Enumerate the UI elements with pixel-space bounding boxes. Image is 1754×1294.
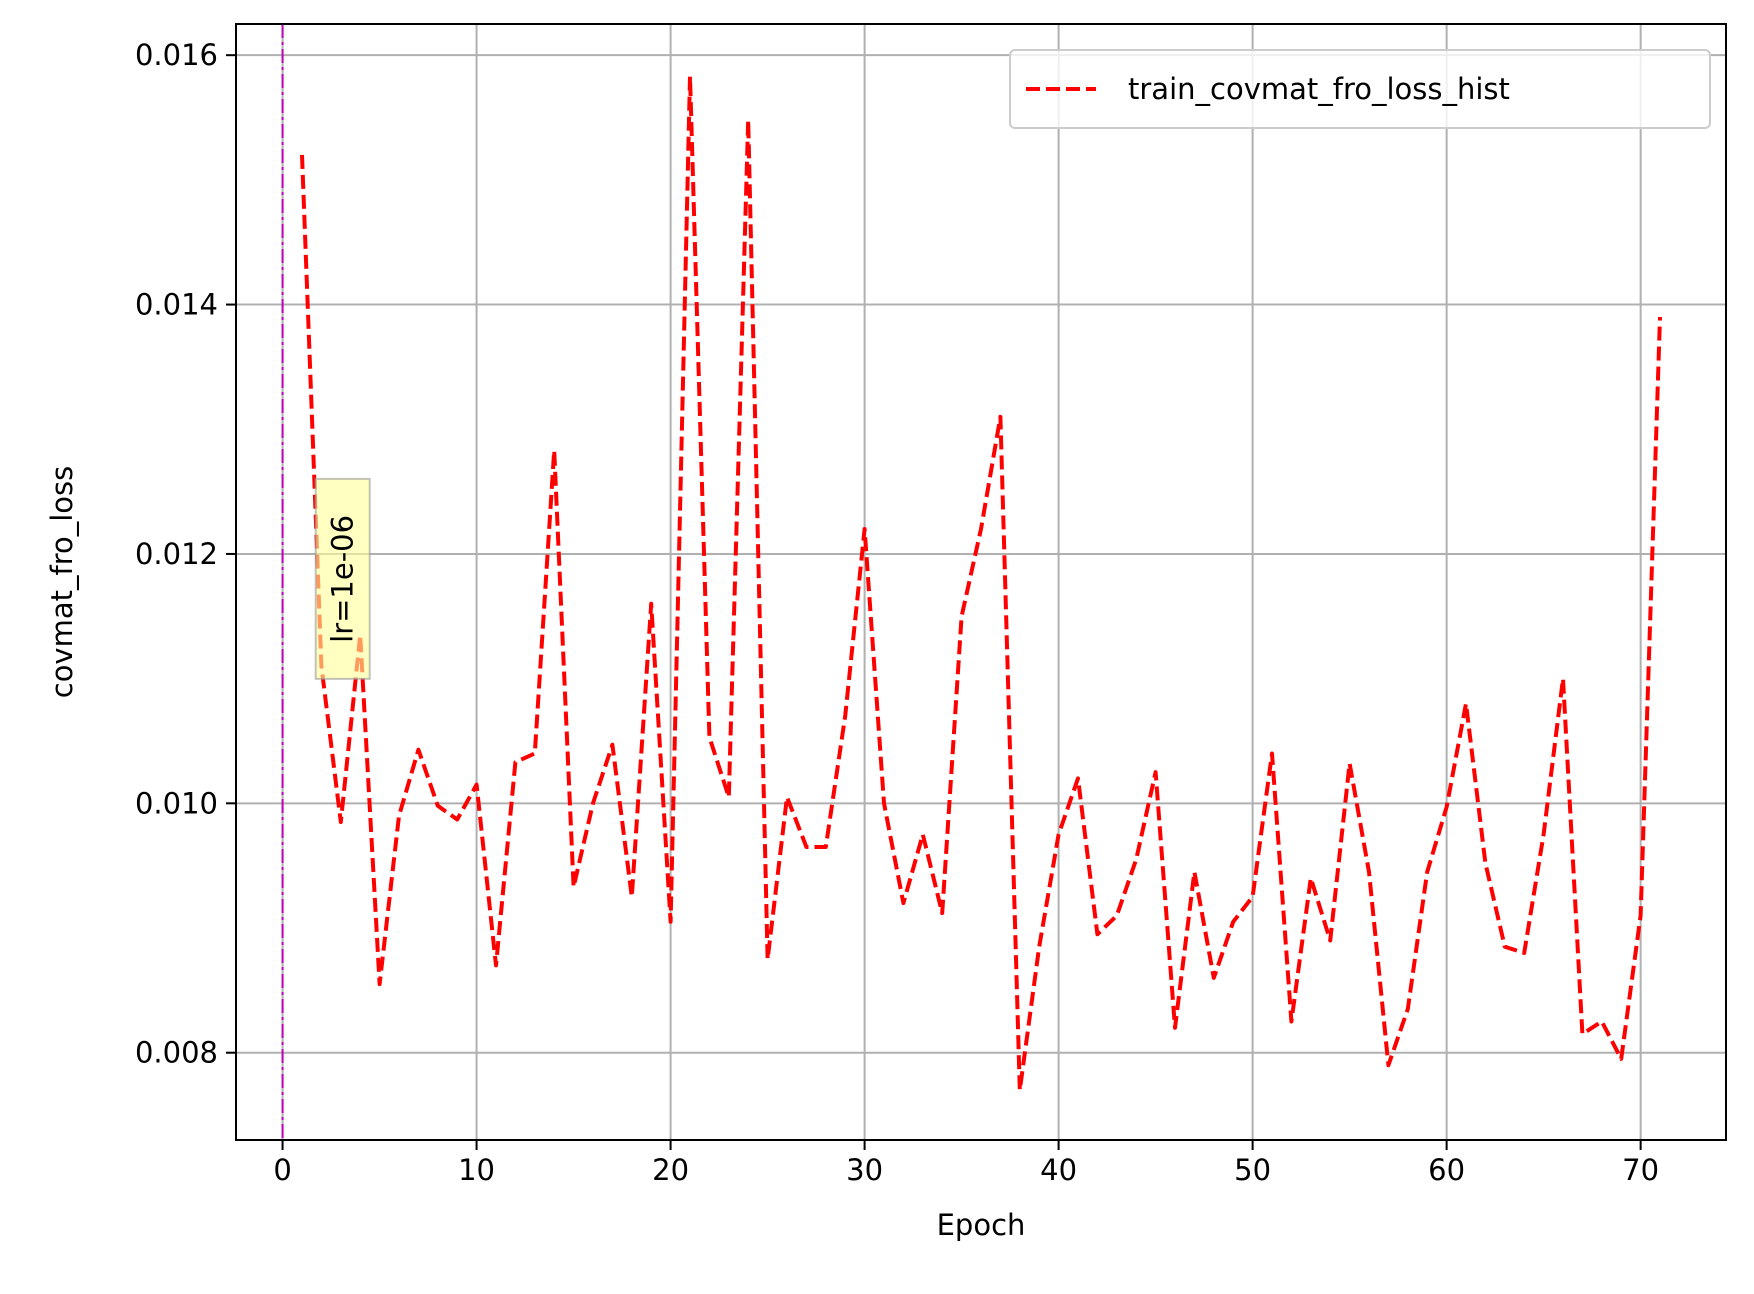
data-point	[437, 805, 438, 806]
legend-label: train_covmat_fro_loss_hist	[1128, 72, 1510, 106]
data-point	[1543, 834, 1544, 835]
data-point	[786, 797, 787, 798]
legend: train_covmat_fro_loss_hist	[1009, 49, 1711, 129]
x-tick-label: 50	[1234, 1153, 1271, 1187]
data-point	[398, 815, 399, 816]
data-point	[457, 819, 458, 820]
annotation-label: lr=1e-06	[326, 515, 360, 643]
data-point	[864, 529, 865, 530]
data-point	[1504, 946, 1505, 947]
x-tick-label: 60	[1428, 1153, 1465, 1187]
data-point	[379, 984, 380, 985]
data-point	[767, 959, 768, 960]
data-point	[476, 784, 477, 785]
data-point	[573, 886, 574, 887]
annotation-group: lr=1e-06	[314, 477, 371, 680]
plot-frame	[235, 23, 1727, 1141]
data-point	[515, 762, 516, 763]
data-point	[748, 120, 749, 121]
data-point	[651, 603, 652, 604]
data-point	[845, 716, 846, 717]
data-point	[1233, 921, 1234, 922]
y-tick-label: 0.016	[135, 38, 218, 72]
data-point	[689, 76, 690, 77]
data-point	[1291, 1021, 1292, 1022]
data-point	[612, 744, 613, 745]
data-point	[418, 749, 419, 750]
data-point	[1660, 317, 1661, 318]
data-point	[1349, 763, 1350, 764]
data-point	[1155, 772, 1156, 773]
data-point	[1039, 946, 1040, 947]
x-tick-label: 0	[273, 1153, 291, 1187]
data-point	[1000, 416, 1001, 417]
data-point	[340, 822, 341, 823]
x-axis-label: Epoch	[937, 1208, 1026, 1242]
data-point	[592, 803, 593, 804]
y-axis-label: covmat_fro_loss	[45, 466, 79, 699]
x-tick-label: 30	[846, 1153, 883, 1187]
data-point	[1601, 1021, 1602, 1022]
data-point	[1621, 1058, 1622, 1059]
data-point	[883, 803, 884, 804]
data-point	[1466, 703, 1467, 704]
tick-group: 0 10 20 30 40 50 60 70 0.008 0.010 0.012 0.014 0.016	[135, 38, 1659, 1187]
data-point	[1194, 871, 1195, 872]
data-point	[1369, 871, 1370, 872]
data-point	[1272, 753, 1273, 754]
data-point	[1388, 1065, 1389, 1066]
data-point	[1407, 1009, 1408, 1010]
data-point	[806, 846, 807, 847]
data-point	[1175, 1027, 1176, 1028]
data-point	[670, 921, 671, 922]
data-point	[961, 616, 962, 617]
data-point	[1485, 863, 1486, 864]
x-tick-label: 10	[458, 1153, 495, 1187]
x-tick-label: 20	[652, 1153, 689, 1187]
annotation-box	[314, 477, 371, 680]
data-point	[1116, 915, 1117, 916]
data-point	[1310, 878, 1311, 879]
data-point	[534, 753, 535, 754]
y-tick-label: 0.012	[135, 537, 218, 571]
data-point	[554, 450, 555, 451]
series-line	[300, 74, 1662, 1093]
data-point	[903, 903, 904, 904]
data-point	[495, 965, 496, 966]
data-point	[1078, 778, 1079, 779]
data-point	[825, 846, 826, 847]
data-point	[1058, 834, 1059, 835]
series-group	[300, 74, 1662, 1093]
data-point	[709, 737, 710, 738]
y-tick-label: 0.010	[135, 786, 218, 820]
data-point	[1427, 871, 1428, 872]
data-point	[942, 913, 943, 914]
legend-box	[1009, 49, 1711, 129]
data-point	[1640, 915, 1641, 916]
data-point	[1019, 1090, 1020, 1091]
data-point	[1446, 807, 1447, 808]
y-tick-label: 0.008	[135, 1036, 218, 1070]
data-point	[631, 896, 632, 897]
y-tick-label: 0.014	[135, 288, 218, 322]
x-tick-label: 70	[1622, 1153, 1659, 1187]
data-point	[1213, 977, 1214, 978]
x-tick-label: 40	[1040, 1153, 1077, 1187]
data-point	[1524, 952, 1525, 953]
data-point	[981, 529, 982, 530]
data-point	[1330, 940, 1331, 941]
data-point	[301, 154, 302, 155]
data-point	[922, 834, 923, 835]
data-point	[1097, 934, 1098, 935]
data-point	[1582, 1034, 1583, 1035]
data-point	[1563, 678, 1564, 679]
data-point	[1136, 859, 1137, 860]
data-point	[728, 797, 729, 798]
data-point	[1252, 896, 1253, 897]
